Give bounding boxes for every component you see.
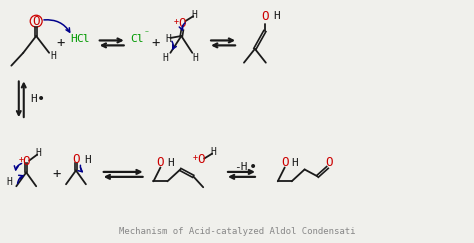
Text: H: H [30,94,36,104]
Text: H: H [273,11,280,21]
Text: Cl: Cl [76,34,90,44]
Text: O: O [326,156,333,169]
Text: +: + [151,36,160,50]
Text: H: H [84,155,91,165]
Text: O: O [261,10,269,23]
Text: Mechanism of Acid-catalyzed Aldol Condensati: Mechanism of Acid-catalyzed Aldol Conden… [119,227,355,236]
Text: O: O [281,156,289,169]
Text: -H: -H [234,163,248,173]
Text: O: O [198,153,205,166]
Text: H: H [191,10,197,20]
Text: H: H [7,177,12,187]
Text: H: H [192,53,198,63]
Text: H: H [35,148,41,158]
Text: •: • [37,92,46,106]
Text: H: H [167,157,174,167]
Text: H: H [210,147,216,157]
Text: •: • [249,160,257,174]
Text: H: H [50,51,56,61]
Text: O: O [157,156,164,169]
Text: H: H [71,34,77,44]
Text: Cl: Cl [130,34,143,44]
Text: H: H [292,157,298,167]
Text: +: + [193,153,198,162]
Text: +: + [174,17,179,26]
Text: O: O [72,153,80,166]
Text: +: + [57,36,65,50]
Text: O: O [179,17,186,30]
Text: ⁻: ⁻ [144,29,149,39]
Text: +: + [19,155,24,164]
Text: H: H [165,34,171,44]
Text: O: O [32,15,40,28]
Text: +: + [52,167,60,181]
Text: O: O [22,155,30,168]
Text: H: H [163,53,168,63]
